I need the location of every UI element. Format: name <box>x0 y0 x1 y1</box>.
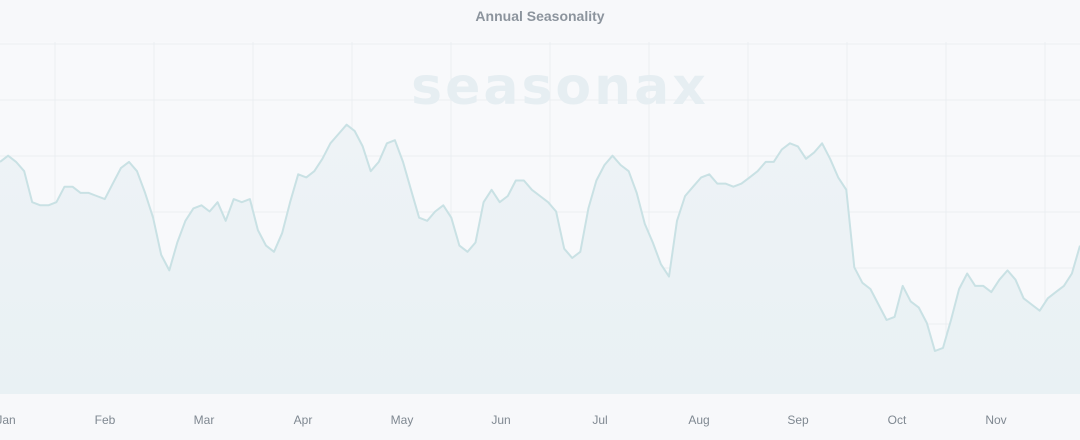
x-tick-label-feb: Feb <box>95 413 116 427</box>
x-tick-label-mar: Mar <box>194 413 215 427</box>
x-tick-label-may: May <box>391 413 414 427</box>
x-axis-labels: Jan Feb Mar Apr May Jun Jul Aug Sep Oct Nov <box>0 413 1007 427</box>
watermark-logo: seasonax <box>411 57 709 117</box>
chart-title: Annual Seasonality <box>475 8 605 24</box>
x-tick-label-sep: Sep <box>787 413 809 427</box>
x-tick-label-jan: Jan <box>0 413 16 427</box>
x-tick-label-apr: Apr <box>294 413 313 427</box>
x-tick-label-nov: Nov <box>985 413 1006 427</box>
x-tick-label-aug: Aug <box>688 413 709 427</box>
series-line <box>0 123 1080 352</box>
x-tick-label-oct: Oct <box>888 413 907 427</box>
x-tick-label-jun: Jun <box>491 413 510 427</box>
area-fill <box>0 124 1080 394</box>
x-tick-label-jul: Jul <box>592 413 607 427</box>
